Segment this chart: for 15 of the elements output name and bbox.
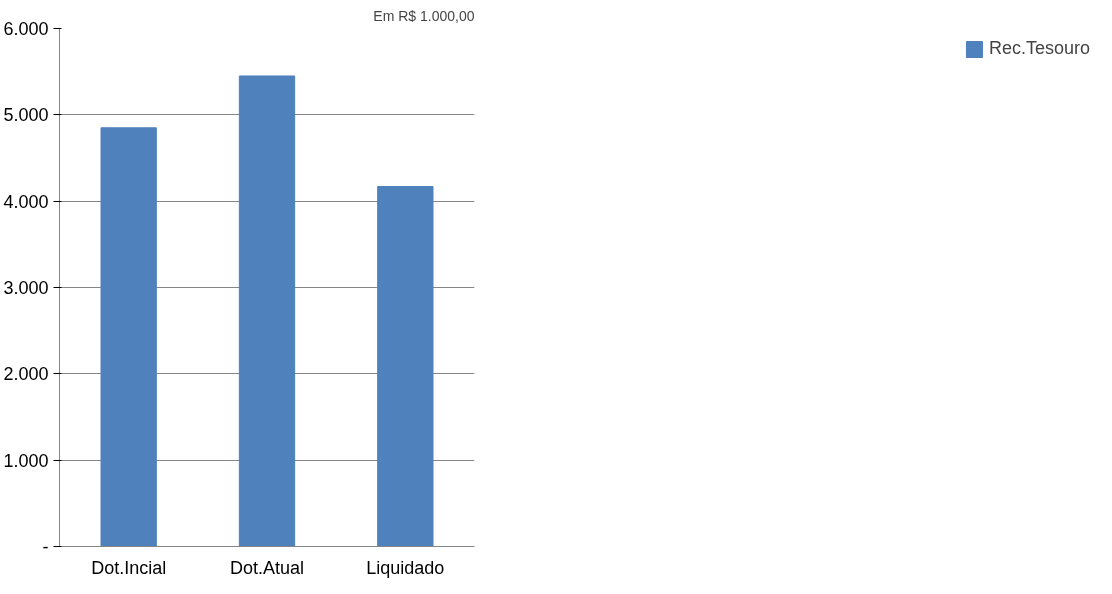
y-tick-label: 1.000: [3, 450, 49, 471]
y-tick-label: 5.000: [3, 105, 49, 126]
y-tick-label: 2.000: [3, 364, 49, 385]
bar: [100, 127, 157, 547]
legend-label: Rec.Tesouro: [988, 38, 1090, 59]
bar: [238, 75, 296, 547]
y-tick-label: 3.000: [3, 278, 49, 298]
y-tick-label: -: [42, 537, 49, 557]
x-tick-label: Dot.Atual: [229, 557, 305, 578]
y-tick-label: 6.000: [3, 19, 49, 39]
y-tick-label: 4.000: [3, 191, 49, 212]
text: Em R$ 1.000,00: [373, 7, 475, 24]
x-tick-label: Dot.Incial: [91, 557, 167, 578]
bar: [377, 185, 434, 547]
x-tick-label: Liquidado: [366, 557, 445, 578]
